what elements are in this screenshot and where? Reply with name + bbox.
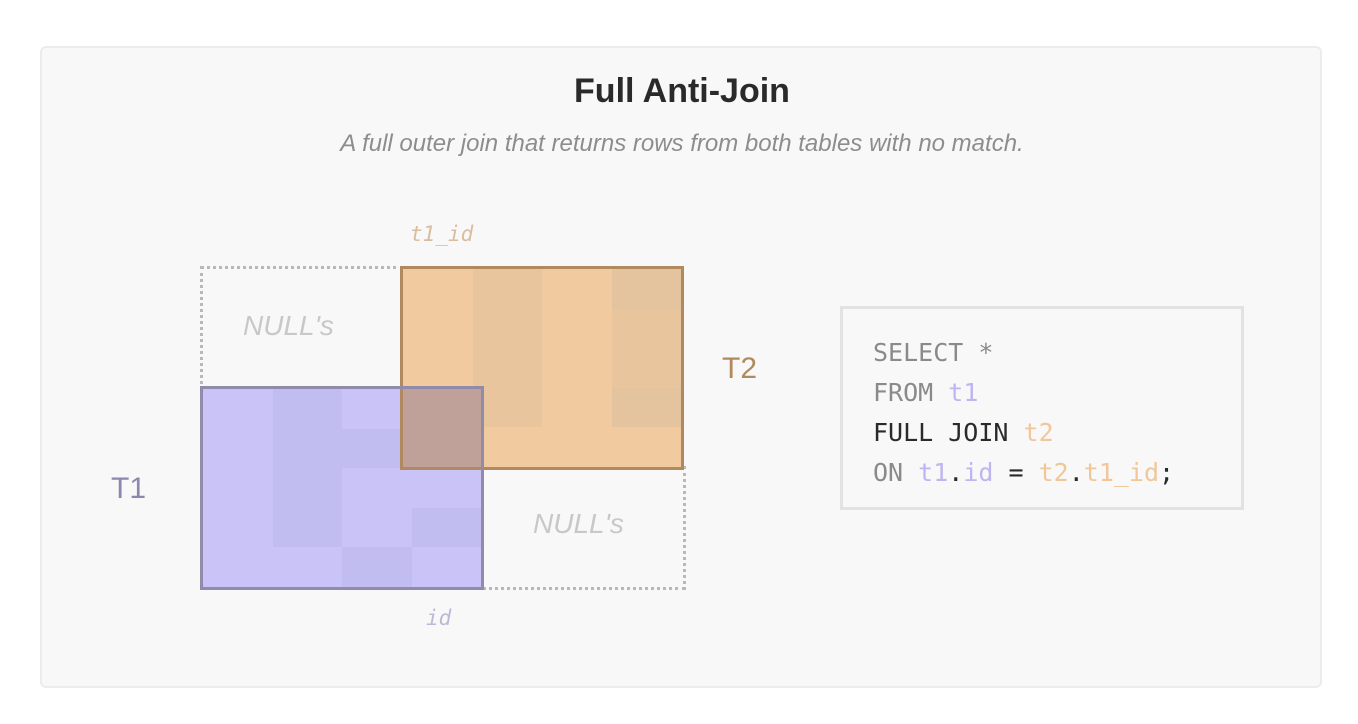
overlap-area [403, 389, 482, 467]
t2-cell [542, 308, 612, 349]
t1-cell [411, 468, 481, 508]
sql-token: FROM [873, 378, 949, 407]
t1-cell [203, 507, 273, 548]
t1-cell [272, 547, 342, 587]
t2-cell [472, 427, 542, 467]
t1-table-label: T1 [111, 472, 147, 505]
t2-cell [542, 387, 612, 428]
t2-cell [542, 348, 612, 388]
t1-cell [272, 389, 342, 429]
t1-column-label: id [426, 606, 452, 630]
sql-line: FROM t1 [873, 373, 1241, 413]
sql-token: ON [873, 458, 919, 487]
sql-token: t1 [918, 458, 949, 487]
sql-token: id [963, 458, 994, 487]
t2-column-label: t1_id [410, 222, 474, 246]
null-label-bottom: NULL's [533, 508, 624, 539]
t2-overlap-outline [400, 386, 484, 470]
t1-null-region [482, 466, 686, 590]
page-subtitle: A full outer join that returns rows from… [340, 130, 1024, 157]
sql-line: FULL JOIN t2 [873, 413, 1241, 453]
t2-cell [472, 269, 542, 309]
t1-cell [272, 468, 342, 508]
sql-token: t1 [948, 378, 979, 407]
t1-cell [342, 389, 412, 429]
sql-token: t1_id [1083, 458, 1160, 487]
t2-cell [542, 269, 612, 309]
t1-cell [203, 468, 273, 508]
t2-cell [403, 348, 473, 388]
t1-cell [411, 547, 481, 587]
sql-token: . [948, 458, 964, 487]
t2-cell [472, 308, 542, 349]
t1-cell [272, 428, 342, 469]
t1-cell [203, 428, 273, 469]
t1-cell [342, 468, 412, 508]
t2-cell [611, 308, 681, 349]
sql-line: SELECT * [873, 333, 1241, 373]
sql-token: . [1068, 458, 1084, 487]
t2-table-label: T2 [722, 352, 758, 385]
t2-cell [542, 427, 612, 467]
t2-cell [611, 427, 681, 467]
t1-cell [203, 547, 273, 587]
sql-token: t2 [1038, 458, 1069, 487]
sql-token: = [993, 458, 1039, 487]
t2-cell [611, 387, 681, 428]
sql-query-box: SELECT * FROM t1 FULL JOIN t2 ON t1.id = t2… [840, 306, 1244, 510]
t1-cell [342, 507, 412, 548]
sql-token: t2 [1023, 418, 1054, 447]
sql-token: SELECT * [873, 338, 994, 367]
t1-cell [203, 389, 273, 429]
t1-overlap-outline [400, 386, 484, 470]
t1-cell [342, 547, 412, 587]
t2-cell [472, 348, 542, 388]
t1-cell [411, 507, 481, 548]
t2-cell [403, 308, 473, 349]
t2-cell [472, 387, 542, 428]
sql-token: ; [1159, 458, 1175, 487]
t2-cell [403, 269, 473, 309]
null-label-top: NULL's [243, 310, 334, 341]
t1-cell [342, 428, 412, 469]
t2-cell [611, 348, 681, 388]
sql-token: FULL JOIN [873, 418, 1024, 447]
page-title: Full Anti-Join [574, 72, 790, 110]
t2-null-region [200, 266, 404, 390]
sql-line: ON t1.id = t2.t1_id; [873, 453, 1241, 493]
t2-cell [611, 269, 681, 309]
t1-cell [272, 507, 342, 548]
